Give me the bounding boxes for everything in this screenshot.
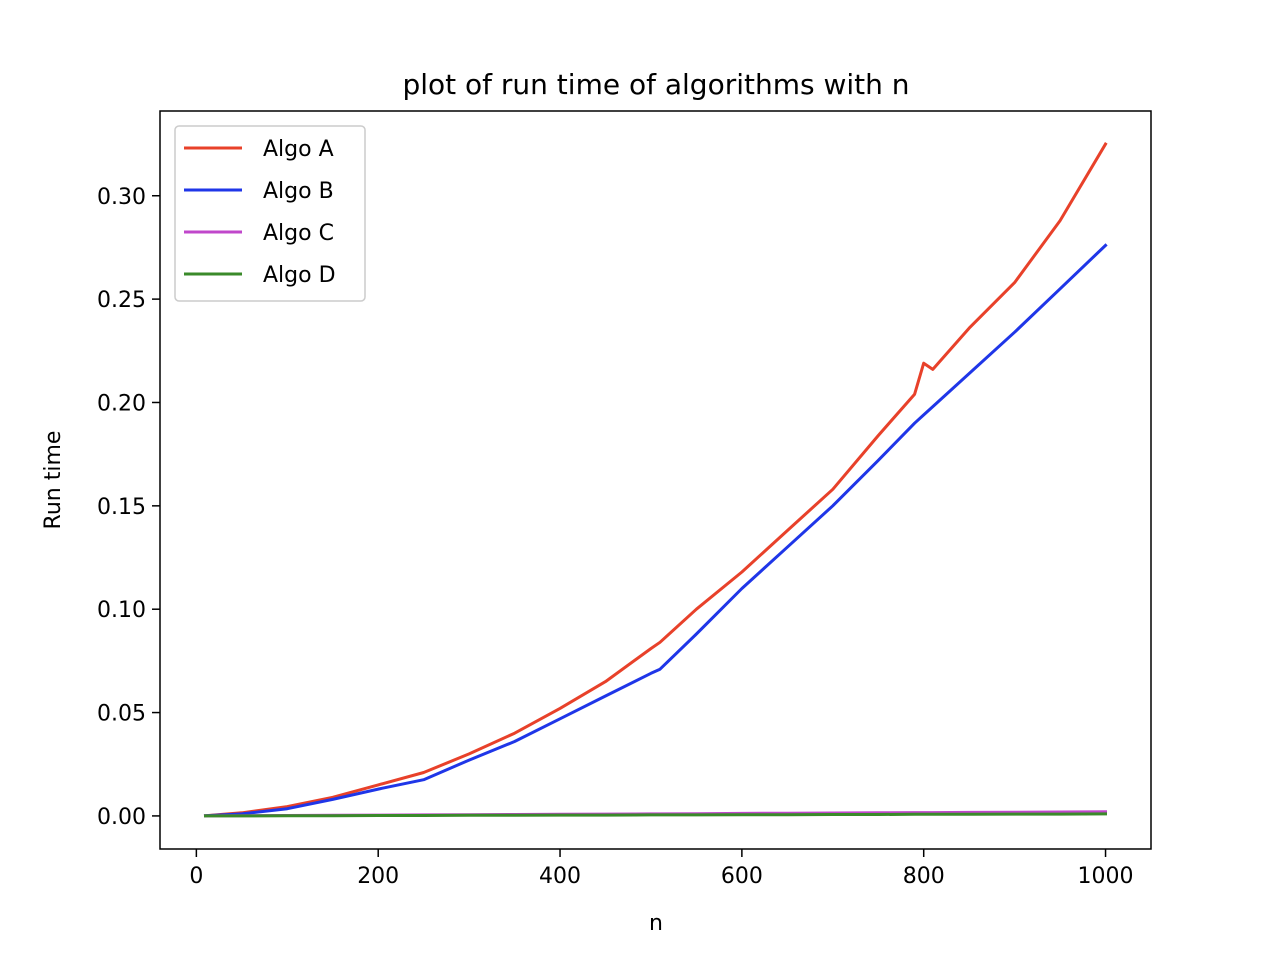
plot-frame xyxy=(159,110,1152,850)
chart-title: plot of run time of algorithms with n xyxy=(402,68,909,101)
y-tick-label: 0.10 xyxy=(97,598,146,623)
y-tick-label: 0.30 xyxy=(97,185,146,210)
x-tick-label: 400 xyxy=(539,864,581,889)
x-tick-label: 600 xyxy=(721,864,763,889)
series-line-algo-b xyxy=(203,243,1108,818)
x-tick-label: 800 xyxy=(903,864,945,889)
y-tick-label: 0.25 xyxy=(97,288,146,313)
series-line-algo-a xyxy=(203,142,1108,818)
series-group xyxy=(203,142,1108,818)
legend-box xyxy=(174,125,366,302)
legend-label-algo-d: Algo D xyxy=(263,263,336,288)
legend-label-algo-b: Algo B xyxy=(263,179,334,204)
y-tick-label: 0.20 xyxy=(97,391,146,416)
y-axis: 0.00 0.05 0.10 0.15 0.20 0.25 0.30 xyxy=(97,185,160,830)
x-axis-title: n xyxy=(649,911,663,936)
y-axis-title: Run time xyxy=(41,431,66,530)
x-tick-label: 1000 xyxy=(1078,864,1134,889)
x-tick-label: 200 xyxy=(357,864,399,889)
legend-label-algo-c: Algo C xyxy=(263,221,334,246)
y-tick-label: 0.05 xyxy=(97,702,146,727)
x-axis: 0 200 400 600 800 1000 xyxy=(189,849,1134,889)
x-tick-label: 0 xyxy=(189,864,203,889)
legend: Algo A Algo B Algo C Algo D xyxy=(174,125,366,302)
y-tick-label: 0.15 xyxy=(97,495,146,520)
legend-label-algo-a: Algo A xyxy=(263,137,334,162)
series-line-algo-d xyxy=(204,812,1108,818)
y-tick-label: 0.00 xyxy=(97,805,146,830)
